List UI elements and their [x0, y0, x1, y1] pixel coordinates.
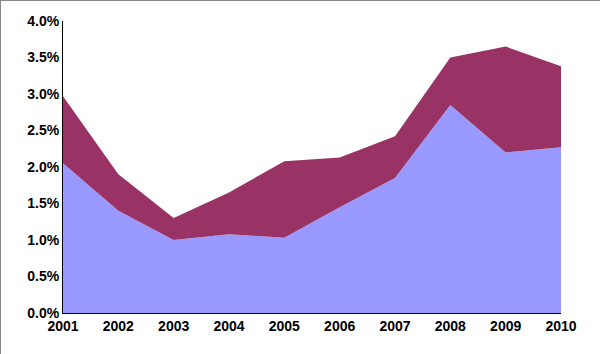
svg-text:3.5%: 3.5% [27, 49, 59, 65]
svg-text:1.0%: 1.0% [27, 232, 59, 248]
svg-text:2010: 2010 [545, 318, 576, 334]
svg-text:2007: 2007 [379, 318, 410, 334]
svg-text:2.0%: 2.0% [27, 159, 59, 175]
svg-text:2008: 2008 [435, 318, 466, 334]
svg-text:2009: 2009 [490, 318, 521, 334]
svg-text:2004: 2004 [213, 318, 244, 334]
svg-text:2001: 2001 [47, 318, 78, 334]
svg-text:2003: 2003 [158, 318, 189, 334]
svg-text:3.0%: 3.0% [27, 86, 59, 102]
svg-text:2.5%: 2.5% [27, 122, 59, 138]
svg-text:4.0%: 4.0% [27, 13, 59, 29]
svg-text:1.5%: 1.5% [27, 195, 59, 211]
svg-text:0.0%: 0.0% [27, 305, 59, 321]
svg-text:0.5%: 0.5% [27, 268, 59, 284]
svg-text:2005: 2005 [269, 318, 300, 334]
svg-text:2006: 2006 [324, 318, 355, 334]
svg-text:2002: 2002 [103, 318, 134, 334]
